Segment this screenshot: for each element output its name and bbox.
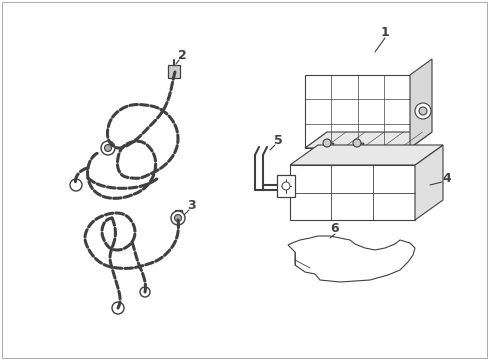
Circle shape	[282, 182, 289, 190]
Polygon shape	[352, 143, 363, 148]
Text: 6: 6	[330, 221, 339, 234]
Polygon shape	[276, 175, 294, 197]
Polygon shape	[323, 143, 333, 148]
Circle shape	[352, 139, 360, 147]
Circle shape	[418, 107, 426, 115]
Polygon shape	[305, 75, 409, 148]
Text: 3: 3	[187, 198, 196, 212]
Circle shape	[112, 302, 124, 314]
Polygon shape	[305, 132, 431, 148]
Polygon shape	[287, 236, 414, 282]
Circle shape	[174, 215, 181, 221]
Circle shape	[101, 141, 115, 155]
Polygon shape	[168, 65, 180, 78]
Circle shape	[171, 211, 184, 225]
Text: 4: 4	[442, 171, 450, 185]
Polygon shape	[414, 145, 442, 220]
Circle shape	[323, 139, 330, 147]
Polygon shape	[289, 145, 442, 165]
Text: 1: 1	[380, 26, 388, 39]
Polygon shape	[289, 165, 414, 220]
Text: 2: 2	[177, 49, 186, 62]
Circle shape	[414, 103, 430, 119]
Polygon shape	[409, 59, 431, 148]
Circle shape	[104, 144, 111, 152]
Circle shape	[140, 287, 150, 297]
Circle shape	[70, 179, 82, 191]
Polygon shape	[175, 210, 182, 220]
Text: 5: 5	[273, 134, 282, 147]
